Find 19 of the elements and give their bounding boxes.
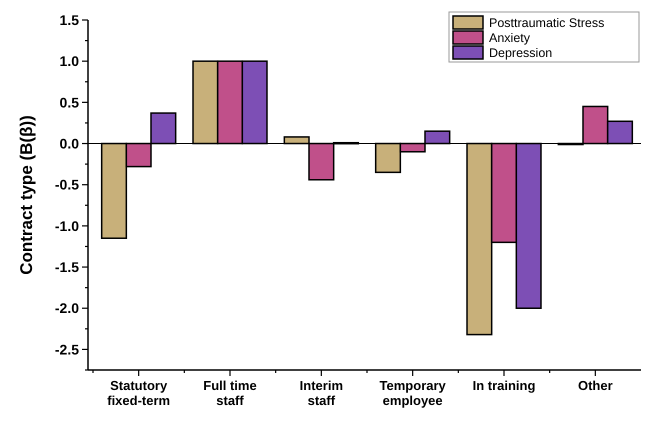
y-tick-label: -2.0: [54, 300, 80, 316]
x-tick-label: In training: [472, 378, 536, 393]
x-tick-label: Other: [578, 378, 613, 393]
y-tick-label: 0.5: [60, 94, 80, 110]
y-tick-label: -0.5: [54, 176, 80, 193]
y-tick-label: -1.0: [54, 218, 80, 234]
y-axis-title: Contract type (B(β)): [17, 115, 36, 275]
x-tick-label: Interim staff: [300, 378, 344, 408]
x-tick-label: Temporary employee: [380, 378, 447, 408]
y-tick-label: 1.5: [60, 12, 80, 28]
x-tick-label: Statutory fixed-term: [107, 378, 170, 408]
x-tick-label: Full time staff: [203, 378, 257, 408]
legend-label: Posttraumatic Stress: [489, 16, 604, 30]
y-tick-label: -1.5: [54, 258, 80, 275]
y-tick-label: -2.5: [54, 341, 80, 358]
y-tick-label: 0.0: [60, 135, 80, 152]
y-tick-label: 1.0: [60, 53, 80, 70]
legend-label: Depression: [489, 46, 552, 60]
legend-label: Anxiety: [489, 31, 531, 45]
